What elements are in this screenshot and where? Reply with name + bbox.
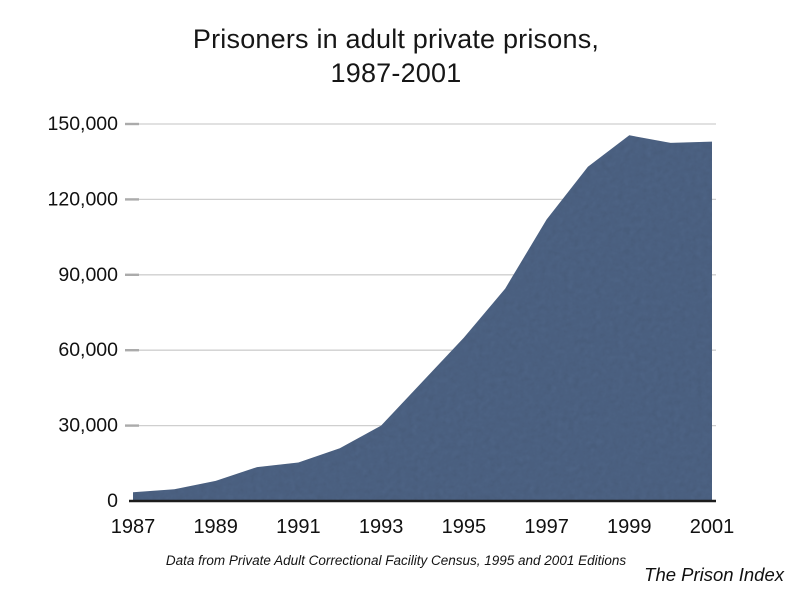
- x-axis-label: 1993: [359, 516, 404, 538]
- chart-title-line1: Prisoners in adult private prisons,: [192, 24, 600, 54]
- y-axis-label: 150,000: [48, 113, 119, 135]
- axis-labels: 0 30,000 60,000 90,000 120,000 150,000 1987 198…: [48, 113, 735, 538]
- source-caption: Data from Private Adult Correctional Fac…: [165, 553, 627, 568]
- x-axis-label: 2001: [690, 516, 735, 538]
- y-axis-label: 60,000: [58, 339, 118, 361]
- x-axis-label: 1999: [607, 516, 652, 538]
- y-axis-label: 0: [107, 490, 118, 512]
- y-axis-label: 90,000: [58, 264, 118, 286]
- y-axis-label: 120,000: [48, 188, 119, 210]
- x-axis-label: 1991: [276, 516, 321, 538]
- area-texture: [133, 135, 712, 502]
- chart-title: Prisoners in adult private prisons, 1987…: [0, 22, 792, 90]
- x-axis-label: 1995: [442, 516, 487, 538]
- y-axis-label: 30,000: [58, 415, 118, 437]
- x-axis-label: 1997: [524, 516, 569, 538]
- chart-title-line2: 1987-2001: [330, 58, 462, 88]
- x-axis-label: 1987: [111, 516, 156, 538]
- area-series: [133, 135, 712, 502]
- credit-prison-index: The Prison Index: [644, 564, 784, 585]
- x-axis-label: 1989: [193, 516, 238, 538]
